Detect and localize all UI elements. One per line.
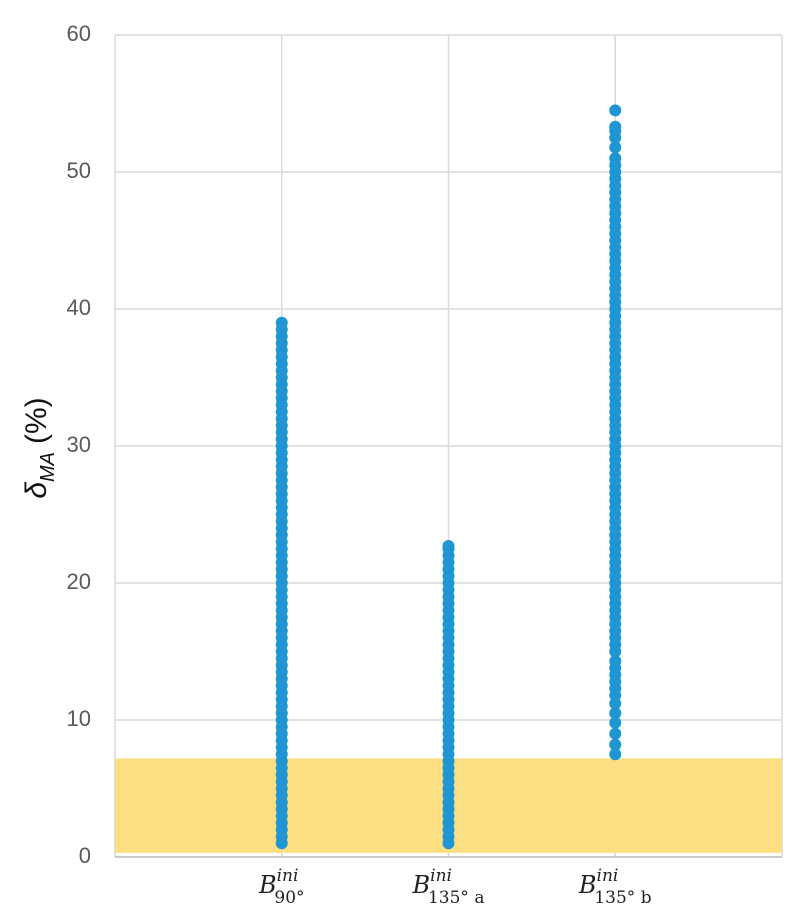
data-point — [609, 727, 622, 740]
data-point — [609, 655, 622, 668]
label-sup: ini — [430, 866, 452, 886]
label-base: B — [578, 871, 597, 899]
data-point — [275, 316, 288, 329]
y-tick-label: 50 — [67, 158, 91, 183]
data-point — [609, 104, 622, 117]
data-point — [609, 152, 622, 165]
label-base: B — [412, 871, 431, 899]
x-tick-label: Bini 90° — [258, 866, 305, 908]
data-point — [609, 120, 622, 133]
y-axis-label: δMA (%) — [20, 397, 59, 498]
y-tick-label: 10 — [67, 706, 91, 731]
label-sub: 90° — [274, 888, 304, 908]
label-sub: 135° a — [428, 888, 485, 908]
y-tick-label: 60 — [67, 21, 91, 46]
y-tick-label: 30 — [67, 432, 91, 457]
label-sup: ini — [597, 866, 619, 886]
data-point — [609, 707, 622, 720]
label-base: B — [258, 871, 277, 899]
data-point — [442, 540, 455, 553]
data-point — [609, 716, 622, 729]
y-label-unit: (%) — [20, 397, 53, 444]
data-point — [609, 738, 622, 751]
y-label-symbol: δ — [20, 482, 53, 499]
data-point — [609, 141, 622, 154]
data-point — [609, 697, 622, 710]
data-point — [609, 748, 622, 761]
y-tick-label: 40 — [67, 295, 91, 320]
label-sub: 135° b — [594, 888, 651, 908]
y-tick-label: 20 — [67, 569, 91, 594]
y-label-sub: MA — [37, 452, 59, 482]
x-tick-label: Bini 135° a — [412, 866, 485, 908]
y-tick-label: 0 — [79, 843, 91, 868]
label-sup: ini — [277, 866, 299, 886]
x-tick-label: Bini 135° b — [578, 866, 652, 908]
